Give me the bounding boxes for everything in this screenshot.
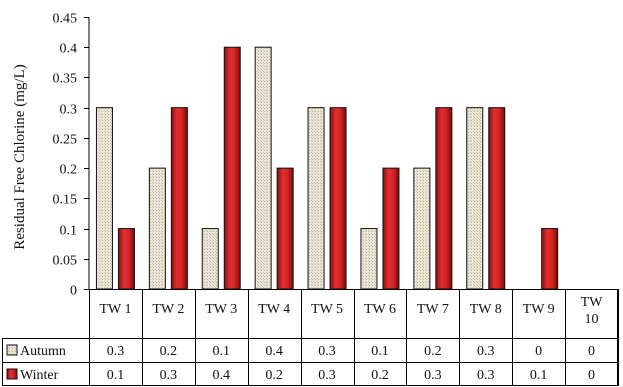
- category-label: TW 3: [205, 302, 237, 317]
- data-table-cell: 0.3: [424, 368, 442, 383]
- category-label: TW 4: [258, 302, 290, 317]
- y-tick-label: 0.2: [60, 163, 78, 178]
- data-table-cell: 0: [588, 344, 595, 359]
- y-axis-title-group: Residual Free Chlorine (mg/L): [12, 64, 28, 249]
- data-table-cell: 0.2: [160, 344, 178, 359]
- data-table-cell: 0.4: [265, 344, 283, 359]
- category-label: TW 1: [99, 302, 131, 317]
- category-label: TW 6: [364, 302, 396, 317]
- y-tick-label: 0.15: [53, 193, 78, 208]
- category-label: TW 9: [523, 302, 555, 317]
- data-table-cell: 0.3: [160, 368, 178, 383]
- category-label: TW 7: [417, 302, 449, 317]
- y-axis-title: Residual Free Chlorine (mg/L): [12, 64, 28, 249]
- bar-winter: [170, 107, 188, 290]
- y-tick-label: 0.3: [60, 103, 78, 118]
- data-table-cell: 0: [535, 344, 542, 359]
- category-label: TW 5: [311, 302, 343, 317]
- bar-autumn: [466, 107, 484, 290]
- y-tick-label: 0.05: [53, 254, 78, 269]
- data-table-cell: 0.3: [318, 344, 336, 359]
- data-table-cell: 0.3: [107, 344, 125, 359]
- data-table-cell: 0.3: [318, 368, 336, 383]
- legend-label: Autumn: [20, 344, 66, 359]
- data-table-cell: 0.4: [213, 368, 231, 383]
- data-table-cell: 0.1: [213, 344, 231, 359]
- bar-winter: [276, 167, 294, 290]
- bar-winter: [488, 107, 506, 290]
- data-table-cell: 0: [588, 368, 595, 383]
- bar-winter: [435, 107, 453, 290]
- legend-label: Winter: [20, 368, 59, 383]
- y-tick-label: 0.25: [53, 133, 78, 148]
- data-table-cell: 0.3: [477, 344, 495, 359]
- data-table-cell: 0.1: [530, 368, 548, 383]
- bar-winter: [541, 228, 559, 290]
- bar-winter: [223, 46, 241, 290]
- category-label: TW: [581, 295, 604, 310]
- y-tick-label: 0.35: [53, 72, 78, 87]
- bar-autumn: [201, 228, 219, 290]
- bar-autumn: [148, 167, 166, 290]
- bar-autumn: [254, 46, 272, 290]
- data-table-cell: 0.1: [107, 368, 125, 383]
- y-tick-label: 0.45: [53, 12, 78, 27]
- y-axis: 0 0.05 0.1 0.15 0.2 0.25 0.3 0.35 0.4 0.45: [53, 12, 90, 299]
- y-tick-label: 0.1: [60, 224, 78, 239]
- bar-autumn: [360, 228, 378, 290]
- category-label: TW 2: [152, 302, 184, 317]
- bar-autumn: [413, 167, 431, 290]
- category-label: TW 8: [470, 302, 502, 317]
- bar-autumn: [95, 107, 113, 290]
- data-table-cell: 0.2: [265, 368, 283, 383]
- bars: [95, 46, 559, 290]
- data-table-cell: 0.3: [477, 368, 495, 383]
- y-tick-label: 0: [70, 284, 77, 299]
- legend-key-autumn: [6, 344, 18, 356]
- bar-winter: [329, 107, 347, 290]
- category-label: 10: [585, 312, 599, 327]
- data-table-cell: 0.1: [371, 344, 389, 359]
- y-tick-label: 0.4: [60, 42, 78, 57]
- legend-key-winter: [6, 368, 18, 380]
- data-table-cell: 0.2: [424, 344, 442, 359]
- data-table: TW 1 TW 2 TW 3 TW 4 TW 5 TW 6 TW 7 TW 8 TW 9 TW 10…: [2, 289, 619, 386]
- bar-winter: [382, 167, 400, 290]
- data-table-cell: 0.2: [371, 368, 389, 383]
- bar-winter: [117, 228, 135, 290]
- bar-autumn: [307, 107, 325, 290]
